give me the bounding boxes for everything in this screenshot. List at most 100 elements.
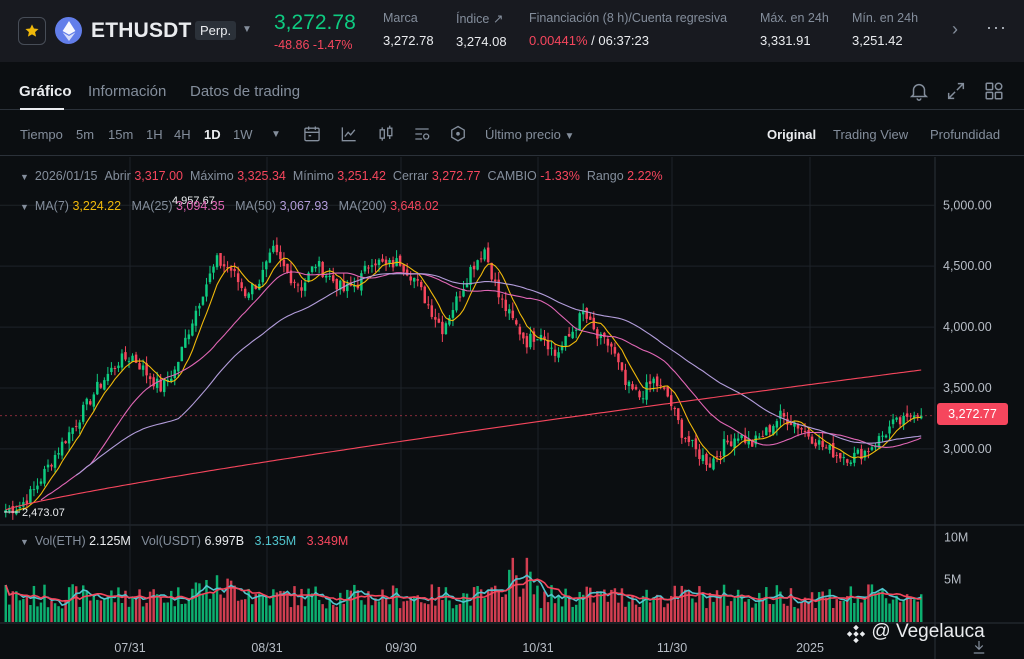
candle[interactable] — [430, 299, 434, 320]
candle[interactable] — [106, 366, 110, 385]
candle[interactable] — [655, 373, 659, 393]
chart-settings-icon[interactable] — [412, 124, 432, 144]
candle[interactable] — [272, 240, 275, 254]
candle[interactable] — [81, 401, 85, 425]
candle[interactable] — [585, 307, 588, 324]
candle[interactable] — [103, 377, 106, 391]
candle[interactable] — [194, 305, 198, 332]
candle[interactable] — [486, 242, 490, 264]
candle[interactable] — [493, 272, 497, 287]
candle[interactable] — [497, 272, 500, 305]
candle[interactable] — [303, 277, 307, 297]
candle[interactable] — [550, 341, 553, 356]
candle[interactable] — [758, 433, 761, 440]
candle[interactable] — [670, 389, 673, 411]
candle[interactable] — [349, 276, 353, 287]
candle[interactable] — [363, 260, 367, 274]
view-trading-view[interactable]: Trading View — [833, 127, 909, 142]
candle[interactable] — [441, 315, 444, 342]
candle[interactable] — [578, 311, 581, 331]
candle[interactable] — [226, 261, 229, 273]
candle[interactable] — [846, 458, 849, 466]
candle[interactable] — [912, 411, 916, 423]
candle[interactable] — [768, 423, 772, 438]
candle[interactable] — [617, 352, 620, 370]
candle[interactable] — [448, 314, 451, 327]
candle[interactable] — [233, 262, 236, 277]
candle[interactable] — [508, 304, 511, 320]
candle[interactable] — [729, 434, 733, 447]
candle[interactable] — [131, 353, 134, 362]
candle[interactable] — [824, 444, 828, 449]
collapse-caret-icon[interactable]: ▼ — [20, 172, 29, 182]
candle[interactable] — [173, 366, 177, 386]
candle[interactable] — [324, 273, 328, 283]
candle[interactable] — [539, 328, 543, 342]
candle[interactable] — [698, 443, 701, 466]
candle[interactable] — [381, 254, 384, 263]
candle[interactable] — [92, 392, 96, 411]
candle[interactable] — [765, 426, 768, 436]
candle[interactable] — [43, 465, 46, 487]
candle[interactable] — [71, 427, 74, 442]
candle[interactable] — [543, 329, 546, 346]
candle[interactable] — [64, 440, 67, 444]
candle[interactable] — [761, 430, 765, 438]
candle[interactable] — [589, 312, 592, 320]
candle[interactable] — [120, 349, 124, 372]
candle[interactable] — [289, 262, 293, 286]
candle[interactable] — [867, 447, 870, 459]
candle[interactable] — [476, 259, 479, 271]
candle[interactable] — [391, 256, 395, 272]
candle[interactable] — [141, 359, 145, 377]
candle[interactable] — [916, 413, 919, 421]
candle[interactable] — [451, 302, 455, 327]
symbol-name[interactable]: ETHUSDT — [91, 19, 192, 42]
candle[interactable] — [662, 386, 666, 391]
candle[interactable] — [148, 373, 152, 387]
view-original[interactable]: Original — [767, 127, 817, 142]
candle[interactable] — [32, 481, 36, 497]
candle[interactable] — [574, 327, 578, 339]
candle[interactable] — [46, 459, 50, 472]
candle[interactable] — [603, 331, 606, 344]
candle[interactable] — [898, 416, 902, 428]
candle[interactable] — [300, 280, 303, 298]
candle[interactable] — [22, 497, 25, 508]
candle[interactable] — [296, 282, 300, 293]
candle[interactable] — [60, 437, 64, 460]
candle[interactable] — [684, 437, 687, 443]
candle[interactable] — [78, 419, 81, 435]
candle[interactable] — [265, 260, 268, 278]
candle[interactable] — [490, 262, 493, 282]
candle[interactable] — [152, 373, 155, 390]
candle[interactable] — [705, 452, 708, 472]
candle[interactable] — [557, 347, 560, 363]
candle[interactable] — [159, 374, 162, 393]
candle[interactable] — [631, 381, 634, 391]
candle[interactable] — [50, 463, 53, 471]
candle[interactable] — [708, 457, 712, 468]
candle[interactable] — [412, 277, 416, 289]
candle[interactable] — [828, 444, 831, 454]
drawing-tools-icon[interactable] — [448, 124, 468, 144]
candle[interactable] — [11, 500, 15, 520]
tab-trading-data[interactable]: Datos de trading — [190, 83, 301, 100]
candle[interactable] — [268, 248, 272, 264]
interval-5m[interactable]: 5m — [76, 127, 95, 142]
candle[interactable] — [677, 408, 680, 425]
candle[interactable] — [293, 279, 296, 289]
candle[interactable] — [282, 252, 286, 273]
candle[interactable] — [444, 321, 448, 335]
candle[interactable] — [113, 365, 117, 376]
candle[interactable] — [920, 408, 923, 420]
candle[interactable] — [434, 308, 437, 328]
candle[interactable] — [36, 478, 39, 494]
candle[interactable] — [504, 291, 507, 317]
candle[interactable] — [856, 448, 860, 455]
candle[interactable] — [747, 431, 750, 449]
candle[interactable] — [240, 278, 243, 292]
candle[interactable] — [184, 329, 187, 348]
candle[interactable] — [522, 332, 525, 345]
interval-1w[interactable]: 1W — [233, 127, 253, 142]
